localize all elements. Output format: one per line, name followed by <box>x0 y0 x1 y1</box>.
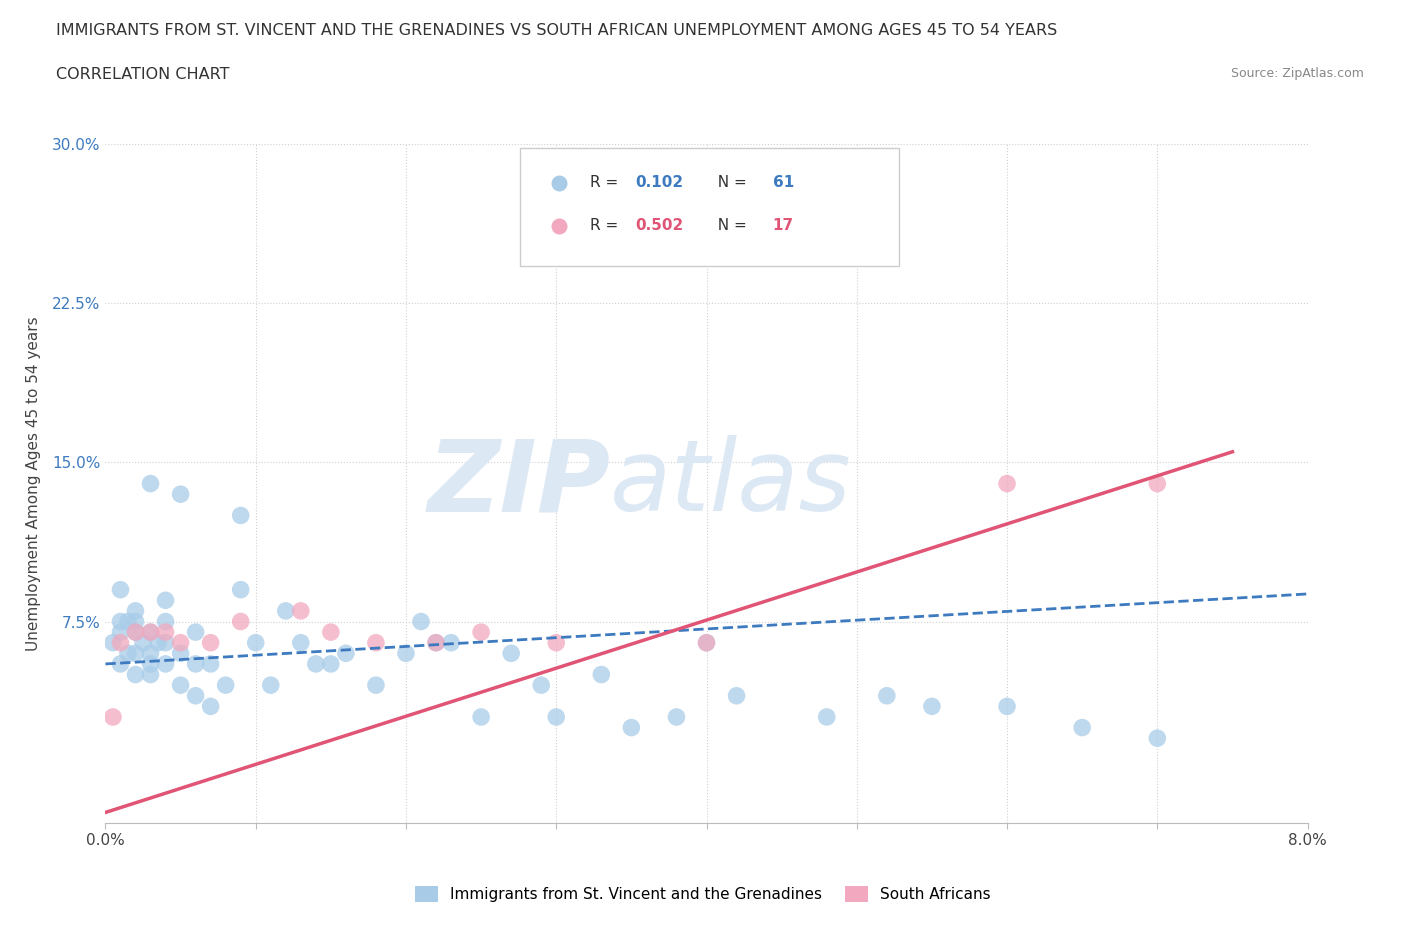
Point <box>530 678 553 693</box>
Point <box>921 699 943 714</box>
Text: 0.102: 0.102 <box>636 176 683 191</box>
Point <box>470 625 492 640</box>
Point <box>725 688 748 703</box>
Point <box>696 635 718 650</box>
Point <box>155 625 177 640</box>
Point <box>200 699 222 714</box>
Point <box>501 646 523 661</box>
Point <box>620 720 643 735</box>
Point <box>364 635 387 650</box>
Point <box>139 646 162 661</box>
Point <box>290 635 312 650</box>
Text: N =: N = <box>707 176 751 191</box>
Point <box>124 667 146 682</box>
Point <box>229 582 252 597</box>
Point <box>1071 720 1094 735</box>
Point <box>876 688 898 703</box>
Point <box>169 678 191 693</box>
Point <box>139 625 162 640</box>
Point <box>319 657 342 671</box>
Point <box>139 667 162 682</box>
Point <box>425 635 447 650</box>
Point <box>101 710 124 724</box>
Point <box>409 614 432 629</box>
Point <box>184 625 207 640</box>
Point <box>995 476 1018 491</box>
Point <box>124 625 146 640</box>
Point <box>139 657 162 671</box>
Point <box>169 635 191 650</box>
Point <box>229 508 252 523</box>
Point <box>184 657 207 671</box>
Point <box>155 635 177 650</box>
Point <box>229 614 252 629</box>
Point <box>665 710 688 724</box>
Point <box>139 625 162 640</box>
Point <box>425 635 447 650</box>
Point <box>169 646 191 661</box>
Point <box>305 657 328 671</box>
Text: R =: R = <box>591 219 623 233</box>
Point <box>440 635 463 650</box>
Point <box>1146 731 1168 746</box>
Point <box>155 657 177 671</box>
Point <box>591 667 613 682</box>
Point <box>110 657 132 671</box>
Point <box>110 625 132 640</box>
Point <box>319 625 342 640</box>
Point <box>117 614 139 629</box>
Point <box>696 635 718 650</box>
Text: R =: R = <box>591 176 623 191</box>
Point <box>139 476 162 491</box>
Point <box>184 688 207 703</box>
Point <box>117 646 139 661</box>
FancyBboxPatch shape <box>520 148 898 266</box>
Point <box>1146 476 1168 491</box>
Point <box>200 635 222 650</box>
Text: N =: N = <box>707 219 751 233</box>
Point <box>155 614 177 629</box>
Legend: Immigrants from St. Vincent and the Grenadines, South Africans: Immigrants from St. Vincent and the Gren… <box>409 880 997 909</box>
Text: IMMIGRANTS FROM ST. VINCENT AND THE GRENADINES VS SOUTH AFRICAN UNEMPLOYMENT AMO: IMMIGRANTS FROM ST. VINCENT AND THE GREN… <box>56 23 1057 38</box>
Point <box>245 635 267 650</box>
Point <box>274 604 297 618</box>
Text: CORRELATION CHART: CORRELATION CHART <box>56 67 229 82</box>
Point <box>364 678 387 693</box>
Point <box>470 710 492 724</box>
Point <box>110 614 132 629</box>
Point <box>395 646 418 661</box>
Point <box>200 657 222 671</box>
Point <box>124 614 146 629</box>
Point <box>335 646 357 661</box>
Text: 61: 61 <box>773 176 794 191</box>
Point <box>169 486 191 501</box>
Text: ZIP: ZIP <box>427 435 610 532</box>
Point <box>546 635 568 650</box>
Point <box>124 646 146 661</box>
Point <box>995 699 1018 714</box>
Point <box>155 592 177 607</box>
Point <box>132 635 155 650</box>
Point <box>214 678 236 693</box>
Point <box>124 604 146 618</box>
Text: 0.502: 0.502 <box>636 219 683 233</box>
Text: 17: 17 <box>773 219 794 233</box>
Point <box>815 710 838 724</box>
Text: Source: ZipAtlas.com: Source: ZipAtlas.com <box>1230 67 1364 80</box>
Point <box>110 635 132 650</box>
Point <box>146 635 169 650</box>
Point <box>101 635 124 650</box>
Y-axis label: Unemployment Among Ages 45 to 54 years: Unemployment Among Ages 45 to 54 years <box>25 316 41 651</box>
Point <box>290 604 312 618</box>
Point <box>110 582 132 597</box>
Point <box>260 678 283 693</box>
Point <box>124 625 146 640</box>
Point <box>546 710 568 724</box>
Text: atlas: atlas <box>610 435 852 532</box>
